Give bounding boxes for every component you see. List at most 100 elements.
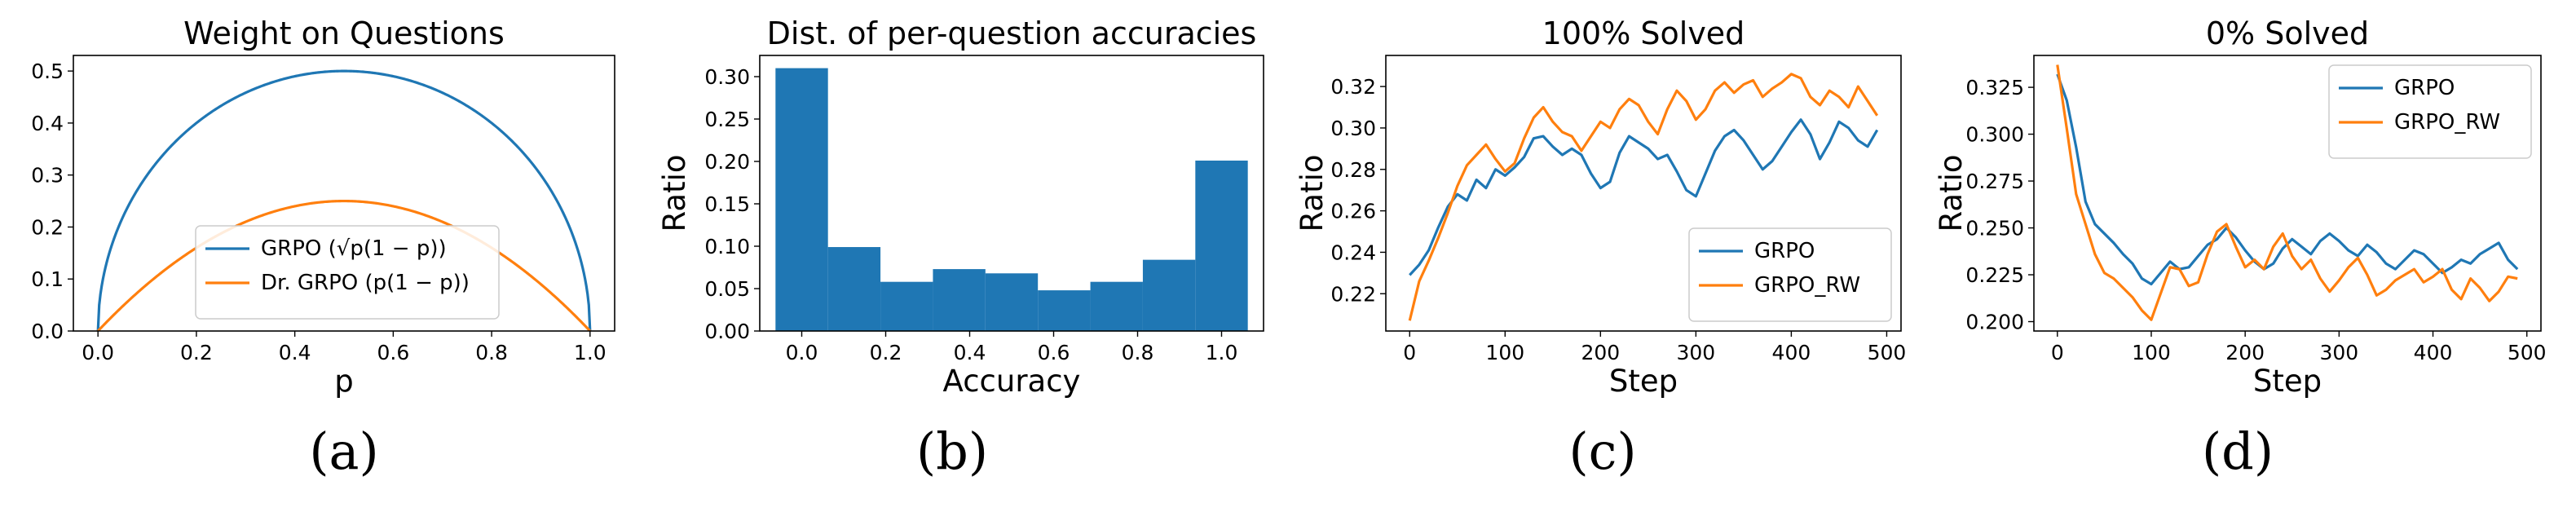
chart-title: 0% Solved	[2206, 15, 2369, 51]
x-tick-label: 0.0	[786, 341, 818, 364]
y-tick-label: 0.1	[31, 267, 64, 291]
legend: GRPO GRPO_RW	[1688, 227, 1892, 322]
y-tick-label: 0.32	[1330, 75, 1376, 99]
x-tick-label: 0.2	[870, 341, 902, 364]
y-tick-label: 0.10	[704, 235, 750, 258]
series-line	[1409, 118, 1879, 276]
y-tick-label: 0.4	[31, 112, 64, 135]
plot-area	[1408, 73, 1879, 321]
y-tick-label: 0.0	[31, 320, 64, 343]
y-tick-label: 0.24	[1330, 241, 1376, 264]
y-axis-label: Ratio	[657, 155, 692, 232]
plot-area	[2056, 64, 2519, 321]
plot-area	[96, 69, 592, 331]
plot-frame	[73, 55, 615, 332]
histogram-bar	[1142, 259, 1196, 331]
x-tick-label: 200	[1581, 341, 1620, 364]
x-tick-label: 0.0	[82, 341, 114, 364]
x-tick-label: 0.4	[279, 341, 311, 364]
x-tick-label: 0	[2051, 341, 2064, 364]
histogram-bar	[827, 247, 881, 331]
chart-title: 100% Solved	[1542, 15, 1745, 51]
x-tick-label: 100	[2132, 341, 2171, 364]
histogram-bar	[985, 273, 1039, 331]
x-tick-label: 300	[2319, 341, 2358, 364]
legend-entry: GRPO	[2394, 76, 2455, 100]
y-tick-label: 0.20	[704, 150, 750, 174]
y-tick-label: 0.325	[1965, 76, 2024, 99]
chart-title: Dist. of per-question accuracies	[767, 15, 1257, 51]
x-tick-label: 1.0	[574, 341, 607, 364]
histogram-bar	[1195, 160, 1248, 331]
x-tick-label: 300	[1677, 341, 1716, 364]
x-tick-label: 400	[1772, 341, 1811, 364]
plot-frame	[1385, 55, 1902, 332]
chart-panel-1: Weight on Questions 0.0 0.2 0.4 0.6 0.8 1.0 0.0…	[31, 15, 615, 481]
y-tick-label: 0.225	[1965, 263, 2024, 287]
y-tick-label: 0.00	[704, 320, 750, 343]
x-axis-label: Step	[1609, 364, 1678, 399]
y-tick-label: 0.30	[1330, 117, 1376, 140]
legend-box	[195, 225, 500, 320]
x-tick-label: 0.6	[1038, 341, 1070, 364]
chart-panel-4: 0% Solved 0 100 200 300 400 500 0.200 0.225 0.250…	[1934, 15, 2547, 481]
y-axis-label: Ratio	[1295, 155, 1330, 232]
y-tick-label: 0.26	[1330, 200, 1376, 223]
x-tick-label: 0.8	[475, 341, 508, 364]
plot-frame	[759, 55, 1264, 332]
y-tick-label: 0.300	[1965, 123, 2024, 147]
legend: GRPO GRPO_RW	[2328, 64, 2532, 159]
y-tick-label: 0.22	[1330, 282, 1376, 306]
x-tick-label: 0.8	[1122, 341, 1154, 364]
legend-entry: GRPO_RW	[1754, 273, 1860, 298]
x-tick-label: 500	[2508, 341, 2547, 364]
x-tick-label: 1.0	[1206, 341, 1238, 364]
y-tick-label: 0.5	[31, 60, 64, 83]
y-tick-label: 0.3	[31, 164, 64, 188]
series-line	[96, 69, 592, 331]
legend-entry: GRPO_RW	[2394, 110, 2500, 135]
x-tick-label: 0.6	[377, 341, 409, 364]
y-tick-label: 0.15	[704, 192, 750, 216]
y-tick-label: 0.25	[704, 108, 750, 131]
histogram-bar	[1038, 290, 1091, 331]
y-axis-label: Ratio	[1934, 155, 1969, 232]
panel-caption: (a)	[309, 422, 378, 481]
y-tick-label: 0.28	[1330, 158, 1376, 182]
legend-entry: GRPO (√p(1 − p))	[261, 236, 447, 261]
series-line	[2056, 64, 2518, 321]
x-tick-label: 200	[2225, 341, 2265, 364]
histogram-bar	[1090, 281, 1143, 331]
legend-entry: Dr. GRPO (p(1 − p))	[261, 271, 470, 295]
legend: GRPO (√p(1 − p)) Dr. GRPO (p(1 − p))	[195, 225, 500, 320]
histogram-bar	[775, 68, 828, 331]
x-tick-label: 100	[1485, 341, 1524, 364]
x-tick-label: 0.4	[954, 341, 986, 364]
x-axis-label: Accuracy	[943, 364, 1081, 399]
y-tick-label: 0.250	[1965, 217, 2024, 241]
panel-caption: (b)	[916, 422, 988, 481]
x-tick-label: 0	[1403, 341, 1416, 364]
y-tick-label: 0.275	[1965, 170, 2024, 193]
chart-panel-2: Dist. of per-question accuracies 0.0 0.2 0.…	[657, 15, 1264, 481]
panel-caption: (d)	[2202, 422, 2274, 481]
panel-caption: (c)	[1568, 422, 1636, 481]
y-tick-label: 0.200	[1965, 311, 2024, 334]
histogram-bar	[933, 269, 986, 331]
x-axis-label: Step	[2253, 364, 2322, 399]
x-tick-label: 500	[1868, 341, 1907, 364]
histogram-bar	[880, 281, 933, 331]
series-line	[97, 199, 591, 331]
y-tick-label: 0.30	[704, 65, 750, 89]
plot-area	[775, 68, 1248, 331]
series-line	[1408, 73, 1879, 321]
x-tick-label: 0.2	[180, 341, 213, 364]
legend-entry: GRPO	[1754, 239, 1815, 263]
x-tick-label: 400	[2414, 341, 2453, 364]
plot-frame	[2033, 55, 2542, 332]
y-tick-label: 0.2	[31, 215, 64, 239]
x-axis-label: p	[334, 364, 354, 399]
chart-panel-3: 100% Solved 0 100 200 300 400 500 0.22 0.24 0.26 0…	[1295, 15, 1906, 481]
chart-title: Weight on Questions	[183, 15, 505, 51]
